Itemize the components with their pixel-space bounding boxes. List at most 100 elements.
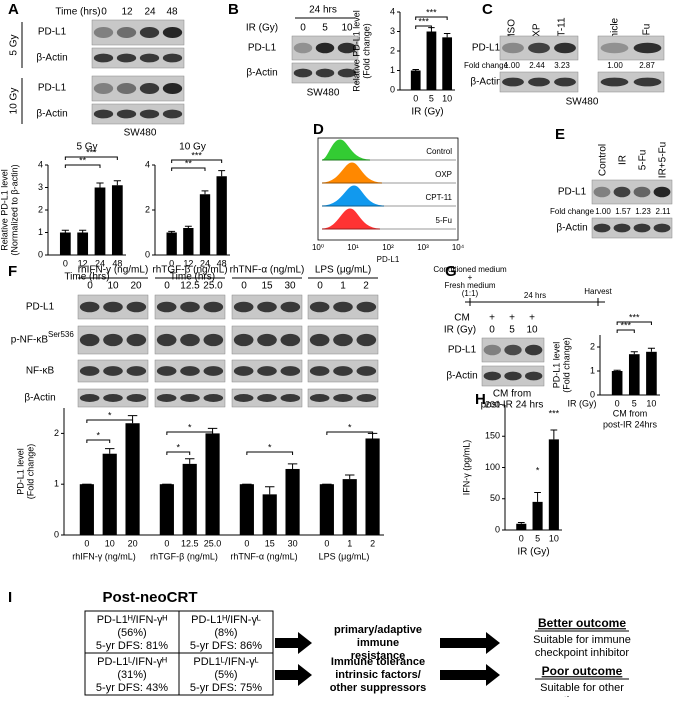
- fold-value: 1.23: [635, 207, 651, 216]
- bracket: [246, 451, 294, 455]
- panel-letter: E: [555, 126, 565, 143]
- cell-line: SW480: [124, 128, 157, 139]
- x-tick-label: 10: [442, 93, 452, 103]
- lane-label: 0: [241, 281, 247, 292]
- lane-label: 24: [144, 7, 156, 18]
- error-bar: [517, 522, 525, 524]
- band: [79, 394, 100, 402]
- band: [156, 394, 177, 402]
- band: [524, 371, 543, 381]
- lane-label: 20: [130, 281, 142, 292]
- bar: [216, 176, 227, 255]
- y-tick-label: 2: [54, 428, 59, 438]
- panel-letter: C: [482, 1, 493, 18]
- x-tick-label: 10²: [382, 243, 394, 252]
- x-axis-label: Time (hrs): [64, 272, 109, 283]
- lane-label: 12.5: [180, 281, 200, 292]
- bracket: [86, 419, 134, 423]
- lane-label: 0: [87, 281, 93, 292]
- band: [633, 42, 662, 54]
- y-tick-label: 50: [490, 493, 500, 503]
- fold-value: 2.87: [639, 61, 655, 70]
- section-title: Post-neoCRT: [103, 589, 198, 606]
- fold-value: 2.11: [656, 207, 672, 216]
- band: [337, 68, 357, 78]
- bar: [166, 232, 177, 255]
- significance: *: [268, 442, 272, 452]
- x-tick-label: 24: [95, 258, 105, 268]
- y-axis-label: PD-L1 level: [15, 448, 25, 495]
- mechanism: other suppressors: [330, 682, 427, 694]
- error-bar: [344, 474, 355, 480]
- cell-dfs: 5-yr DFS: 43%: [96, 682, 168, 694]
- band: [103, 301, 123, 313]
- band: [502, 42, 524, 54]
- cell-percent: (31%): [117, 669, 146, 681]
- caption: post-IR 24hrs: [603, 419, 658, 429]
- band: [613, 223, 631, 233]
- band: [139, 27, 160, 38]
- band: [600, 42, 629, 54]
- y-tick-label: 2: [145, 204, 150, 214]
- band: [93, 27, 114, 38]
- blot: [91, 47, 185, 69]
- band: [504, 344, 522, 356]
- panel-letter: H: [475, 391, 486, 408]
- cell-percent: (5%): [214, 669, 237, 681]
- lane-label: 30: [284, 281, 296, 292]
- band: [309, 394, 330, 402]
- x-tick-label: 0: [164, 538, 169, 548]
- bar: [199, 194, 211, 255]
- band: [356, 366, 377, 376]
- x-tick-label: 20: [128, 538, 138, 548]
- significance: **: [79, 155, 87, 165]
- row-label: CM: [454, 313, 470, 324]
- significance: ***: [629, 312, 640, 322]
- lane-label: Vehicle: [610, 17, 621, 50]
- lane-label: CPT-11: [557, 17, 568, 51]
- bar: [285, 468, 300, 535]
- band: [116, 83, 137, 94]
- bar: [611, 371, 623, 395]
- bar: [646, 351, 657, 395]
- bar: [205, 433, 220, 535]
- timeline-label: +: [468, 273, 473, 282]
- y-axis-label: Relative PD-L1 level: [0, 169, 9, 251]
- x-tick-label: 0: [169, 258, 174, 268]
- x-tick-label: 24: [200, 258, 210, 268]
- error-bar: [113, 180, 121, 186]
- lane-label: 5: [509, 325, 515, 336]
- lane-label: 0: [317, 281, 323, 292]
- y-axis-label: IFN-γ (pg/mL): [461, 440, 471, 496]
- significance: ***: [426, 7, 437, 17]
- band: [333, 301, 353, 313]
- error-bar: [613, 369, 621, 371]
- lane-label: 12: [121, 7, 133, 18]
- error-bar: [534, 492, 541, 502]
- band: [293, 42, 313, 54]
- x-tick-label: 12.5: [181, 538, 199, 548]
- y-axis-label: PD-L1 level: [551, 342, 561, 389]
- band: [103, 366, 123, 376]
- x-tick-label: 10⁰: [312, 243, 324, 252]
- significance: *: [177, 442, 181, 452]
- band: [79, 366, 100, 376]
- error-bar: [647, 347, 655, 352]
- band: [180, 301, 200, 313]
- y-tick-label: 2: [590, 341, 595, 351]
- arrow: [275, 664, 312, 686]
- lane-label: 10: [107, 281, 119, 292]
- significance: *: [536, 465, 540, 475]
- error-bar: [79, 229, 87, 233]
- band: [162, 109, 183, 119]
- treatment-label: rhTGF-β (ng/mL): [152, 265, 227, 276]
- band: [333, 394, 353, 402]
- y-tick-label: 1: [38, 227, 43, 237]
- row-label: PD-L1: [448, 345, 477, 356]
- band: [162, 83, 183, 94]
- fold-value: 1.57: [615, 207, 631, 216]
- cell-dfs: 5-yr DFS: 75%: [190, 682, 262, 694]
- band: [633, 186, 651, 198]
- fold-label: Fold change: [550, 207, 595, 216]
